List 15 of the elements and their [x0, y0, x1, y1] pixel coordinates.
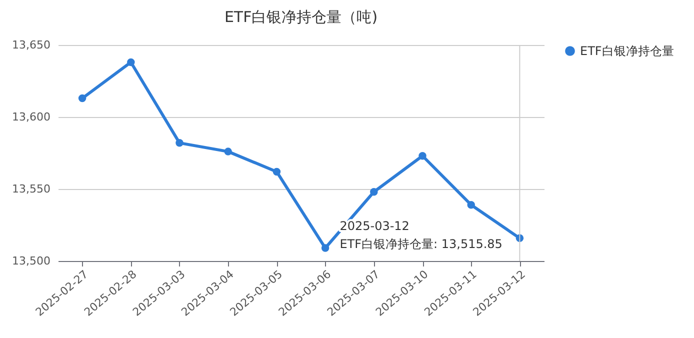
point [370, 188, 378, 196]
point [467, 200, 475, 209]
legend-label: ETF白银净持仓量 [580, 44, 674, 58]
y-tick-label: 13,600 [12, 110, 50, 124]
chart-title: ETF白银净持仓量（吨) [224, 8, 378, 26]
point [127, 58, 135, 66]
point [272, 168, 281, 176]
y-tick-label: 13,650 [12, 38, 50, 52]
point [418, 152, 426, 160]
point [321, 244, 330, 252]
point [176, 139, 184, 147]
point [224, 148, 232, 156]
y-tick-label: 13,500 [12, 254, 50, 268]
point [78, 94, 86, 102]
y-tick-label: 13,550 [12, 182, 50, 196]
